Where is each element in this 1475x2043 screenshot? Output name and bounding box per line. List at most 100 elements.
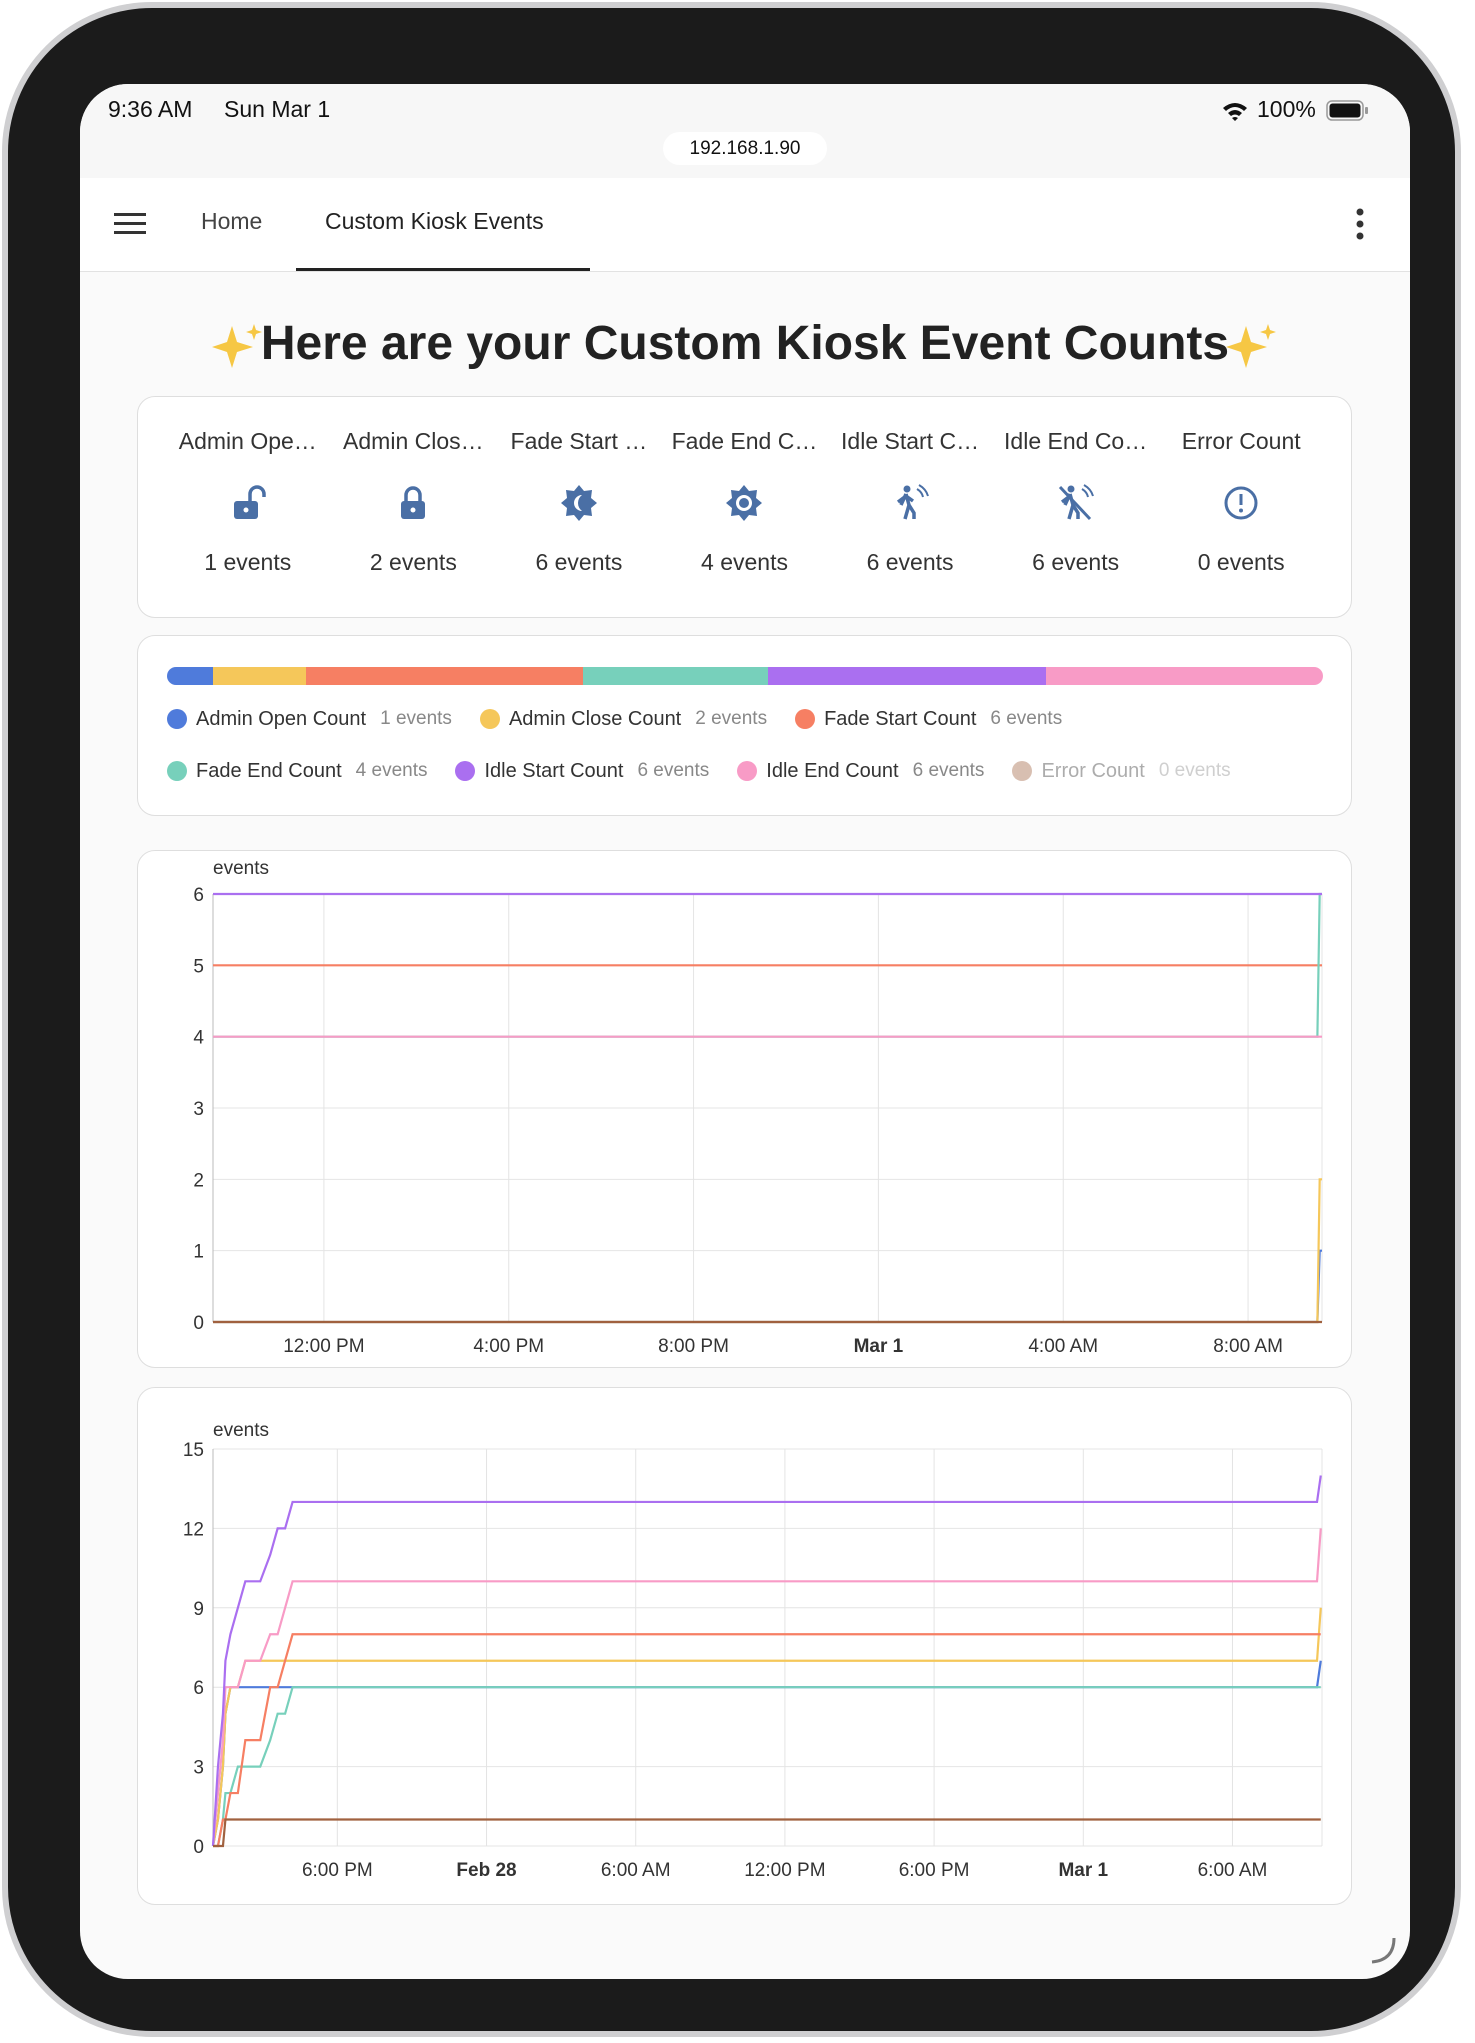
x-tick-label: 4:00 PM — [473, 1336, 544, 1357]
legend-name: Idle End Count — [766, 759, 899, 782]
y-tick-label: 5 — [193, 956, 204, 977]
legend-name: Fade End Count — [196, 759, 342, 782]
battery-percent: 100% — [1257, 96, 1316, 122]
entity-count: 6 events — [1032, 549, 1120, 575]
entity[interactable]: Admin Ope… 1 events — [165, 397, 331, 617]
entity-icon — [1158, 483, 1324, 523]
x-tick-label: 6:00 AM — [1198, 1860, 1268, 1881]
y-tick-label: 6 — [193, 1678, 204, 1699]
wifi-icon — [1223, 103, 1247, 121]
bar-segment — [583, 667, 769, 685]
entities-card: Admin Ope… 1 events Admin Clos… 2 events Fad… — [137, 396, 1352, 618]
entity[interactable]: Idle End Co… 6 events — [993, 397, 1159, 617]
y-tick-label: 6 — [193, 885, 204, 906]
entity-label: Fade End C… — [671, 428, 818, 454]
distribution-card: Admin Open Count 1 events Admin Close Coun… — [137, 635, 1352, 816]
series-line — [211, 1475, 1322, 1847]
legend-item[interactable]: Fade Start Count 6 events — [795, 706, 1062, 732]
legend-dot — [167, 761, 187, 781]
legend-item[interactable]: Fade End Count 4 events — [167, 758, 427, 784]
series-line — [211, 1607, 1322, 1847]
line-chart: events 0 1 2 3 4 5 6 12:00 PM 4:00 PM 8:00 PM Mar 1… — [193, 858, 1323, 1357]
series-line — [213, 1633, 1321, 1848]
legend-name: Fade Start Count — [824, 707, 977, 730]
y-tick-label: 9 — [193, 1599, 204, 1620]
entity[interactable]: Error Count 0 events — [1158, 397, 1324, 617]
bar-segment — [305, 667, 584, 685]
entity-label: Idle Start C… — [841, 428, 980, 454]
entity[interactable]: Idle Start C… 6 events — [827, 397, 993, 617]
x-tick-label: 12:00 PM — [744, 1860, 825, 1881]
legend-name: Error Count — [1041, 759, 1145, 782]
legend-dot — [167, 709, 187, 729]
status-time: 9:36 AM — [108, 96, 193, 122]
url-pill[interactable]: 192.168.1.90 — [663, 132, 827, 165]
battery-icon — [1326, 100, 1368, 121]
bar-segment — [167, 667, 214, 685]
legend-dot — [479, 709, 500, 729]
series-line — [213, 1686, 1321, 1848]
bar-segment — [213, 667, 306, 685]
entity-count: 4 events — [701, 549, 788, 575]
more-button[interactable] — [1352, 206, 1368, 242]
entity-count: 6 events — [866, 549, 954, 575]
entity-icon — [993, 483, 1159, 523]
y-tick-label: 4 — [193, 1028, 204, 1049]
x-tick-label: 8:00 AM — [1213, 1336, 1283, 1357]
entity[interactable]: Fade Start … 6 events — [496, 397, 662, 617]
entity-icon — [496, 483, 662, 523]
y-axis-label: events — [213, 858, 269, 879]
legend-item[interactable]: Admin Open Count 1 events — [167, 706, 452, 732]
y-axis-label: events — [213, 1420, 269, 1441]
entity-count: 0 events — [1197, 549, 1285, 575]
legend-item[interactable]: Idle End Count 6 events — [737, 758, 984, 784]
entity-icon — [827, 483, 993, 523]
tab-underline — [296, 268, 590, 271]
entity-icon — [165, 483, 331, 523]
bar-segment — [768, 667, 1046, 685]
legend-value: 6 events — [637, 760, 710, 781]
legend-name: Admin Close Count — [508, 707, 682, 730]
y-tick-label: 12 — [183, 1519, 204, 1540]
series-line — [211, 1528, 1322, 1847]
entity[interactable]: Fade End C… 4 events — [662, 397, 828, 617]
entity-icon — [331, 483, 497, 523]
tab-home[interactable]: Home — [201, 208, 263, 234]
entity[interactable]: Admin Clos… 2 events — [331, 397, 497, 617]
page-title: Here are your Custom Kiosk Event Counts — [260, 317, 1230, 370]
y-tick-label: 0 — [193, 1837, 204, 1858]
legend-item[interactable]: Error Count 0 events — [1012, 758, 1231, 784]
chart-card: events 0 1 2 3 4 5 6 12:00 PM 4:00 PM 8:00 PM Mar 1… — [137, 850, 1352, 1368]
legend-value: 4 events — [355, 760, 428, 781]
line-chart: events 0 3 6 9 12 15 6:00 PM Feb 28 6:00 AM 12:00 … — [183, 1420, 1323, 1881]
series-line — [211, 1660, 1322, 1847]
x-tick-label: 8:00 PM — [658, 1336, 729, 1357]
legend-dot — [455, 761, 476, 781]
tab-active[interactable]: Custom Kiosk Events — [325, 208, 544, 234]
bar-segment — [1045, 667, 1323, 685]
entity-count: 2 events — [369, 549, 457, 575]
screen: 9:36 AM Sun Mar 1 100% 192.168.1.90 Home… — [80, 84, 1410, 1979]
legend-dot — [737, 761, 758, 781]
menu-button[interactable] — [114, 211, 146, 237]
entity-label: Admin Clos… — [343, 428, 484, 454]
legend-name: Idle Start Count — [484, 759, 624, 782]
entity-label: Admin Ope… — [178, 428, 317, 454]
x-tick-label: Mar 1 — [1058, 1860, 1108, 1881]
legend-value: 2 events — [695, 708, 768, 729]
legend-value: 0 events — [1158, 760, 1231, 781]
legend-value: 6 events — [990, 708, 1063, 729]
sparkles-left — [212, 324, 262, 368]
legend-value: 1 events — [380, 708, 452, 729]
entity-count: 1 events — [204, 549, 292, 575]
series-line — [213, 1818, 1321, 1848]
legend-item[interactable]: Admin Close Count 2 events — [479, 706, 768, 732]
legend-value: 6 events — [912, 760, 985, 781]
x-tick-label: Feb 28 — [456, 1860, 516, 1881]
legend-item[interactable]: Idle Start Count 6 events — [455, 758, 709, 784]
y-tick-label: 2 — [193, 1170, 204, 1191]
legend: Admin Open Count 1 events Admin Close Coun… — [167, 706, 1327, 784]
entity-label: Idle End Co… — [1004, 428, 1148, 454]
